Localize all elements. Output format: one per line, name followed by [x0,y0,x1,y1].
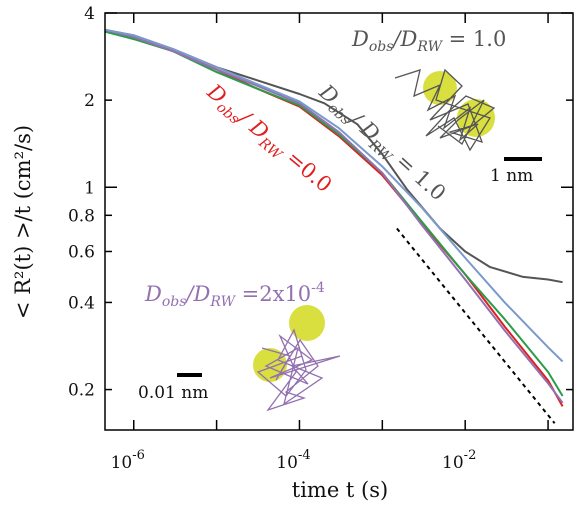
annotation-gray-corner: Dobs/DRW = 1.0 [351,27,506,55]
plot-frame [104,12,574,431]
inset-gray-trajectory [394,68,496,152]
scale-bar-001nm-label: 0.01 nm [138,383,208,403]
y-tick-label-6: 4 [84,4,95,24]
x-tick-label-2: 10-2 [442,448,476,473]
inset-purple-trace [256,328,341,412]
y-tick-label-4: 1 [84,178,95,198]
y-axis-title: < R²(t) >/t (cm²/s) [11,125,35,319]
scale-bar-001nm: 0.01 nm [138,373,208,403]
y-tick-label-5: 2 [84,91,95,111]
x-tick-label-1: 10-4 [276,448,310,473]
inset-purple-trajectory [253,305,341,412]
reference-layer [396,227,556,424]
inset-purple-blob-1 [289,305,325,341]
series-line-purple [104,28,564,404]
series-line-blue [104,28,564,363]
y-tick-label-0: 0.2 [68,381,95,401]
series-layer [104,28,564,407]
x-tick-label-0: 10-6 [111,448,145,473]
inset-purple-blob-2 [253,348,287,382]
reference-dashed-line [396,227,556,424]
scale-bar-1nm: 1 nm [490,157,542,186]
y-tick-label-2: 0.6 [68,242,95,262]
axes-layer: 0.2 0.4 0.6 0.8 1 2 4 10-6 10-4 10-2 [68,4,574,473]
x-axis-title: time t (s) [292,478,388,502]
inset-gray-trace [394,68,496,152]
annotation-purple: Dobs/DRW =2x10-4 [144,280,325,310]
y-tick-label-1: 0.4 [68,293,95,313]
scale-bar-1nm-label: 1 nm [490,166,533,186]
y-tick-label-3: 0.8 [68,206,95,226]
plot-background [105,13,573,430]
